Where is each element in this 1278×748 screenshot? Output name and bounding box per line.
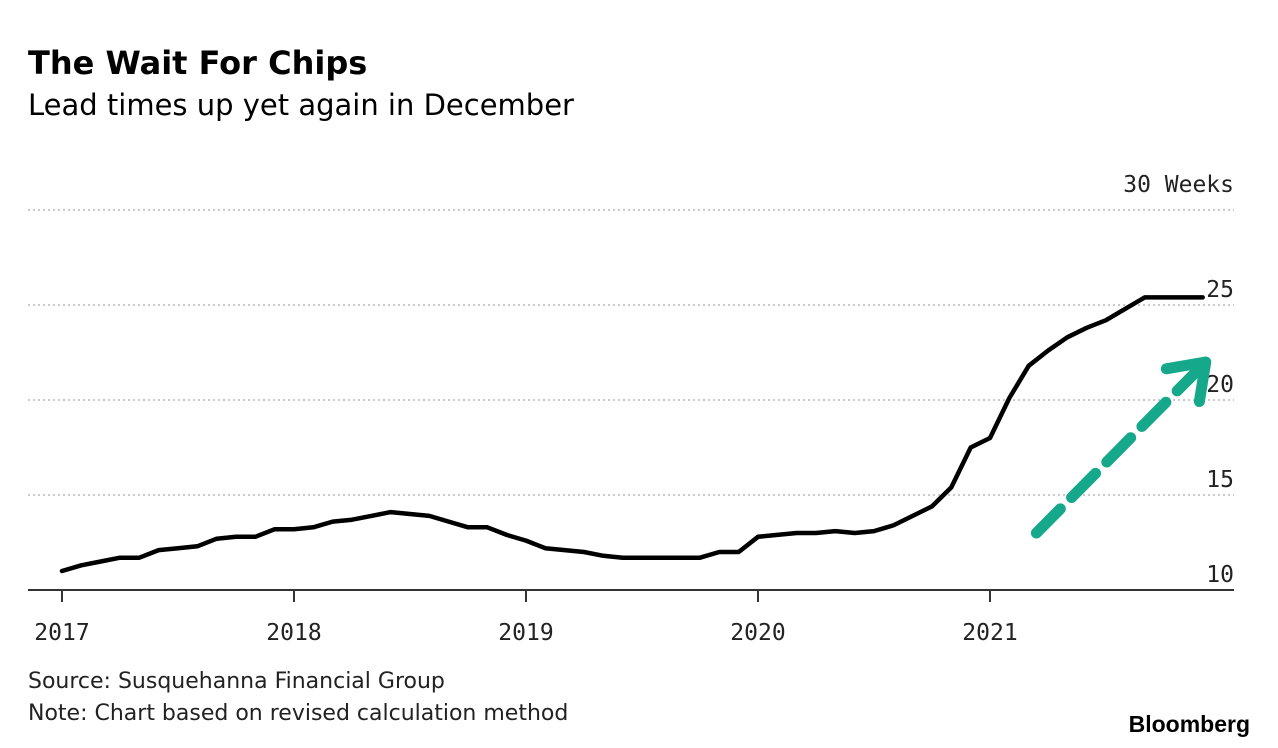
data-point [215, 537, 218, 540]
chart-title: The Wait For Chips [28, 44, 367, 82]
data-point [544, 547, 547, 549]
data-point [331, 520, 334, 523]
y-unit-label: 30 Weeks [1123, 172, 1234, 198]
data-point [389, 511, 392, 513]
data-point [989, 437, 991, 439]
trend-arrow-head-0 [1160, 356, 1212, 407]
data-point [370, 515, 373, 517]
data-point [602, 555, 605, 557]
data-point [873, 530, 875, 532]
data-point [1124, 308, 1127, 310]
data-point [273, 528, 276, 530]
data-point [505, 534, 508, 536]
series-group [59, 295, 1205, 574]
data-point [621, 556, 624, 559]
data-point [834, 530, 837, 532]
x-tick-label-2020: 2020 [730, 620, 785, 646]
data-point [776, 534, 779, 536]
data-point [1027, 365, 1030, 367]
data-point [757, 536, 759, 538]
data-point [1085, 327, 1088, 329]
bloomberg-logo: Bloomberg [1129, 711, 1250, 737]
x-tick-label-2018: 2018 [266, 620, 321, 646]
y-tick-label-25: 25 [1206, 277, 1234, 303]
x-tick-label-2019: 2019 [498, 620, 553, 646]
data-point [950, 486, 953, 489]
trend-arrow-shaft-0 [1030, 366, 1202, 539]
data-point [969, 446, 972, 449]
data-point [196, 545, 199, 548]
data-point [119, 556, 121, 559]
data-point [428, 515, 431, 517]
data-point [1047, 349, 1049, 352]
data-point [177, 547, 179, 549]
method-note: Note: Chart based on revised calculation… [28, 701, 568, 726]
data-point [1066, 336, 1069, 339]
y-axis-ticks: 10 15 20 25 [1206, 277, 1234, 588]
series-line-0 [59, 295, 1205, 574]
data-point [911, 515, 914, 517]
data-point [583, 551, 585, 553]
data-point [563, 549, 566, 551]
data-point [61, 570, 63, 572]
data-point [80, 564, 83, 567]
data-point [351, 518, 353, 521]
y-tick-label-15: 15 [1206, 467, 1234, 493]
data-point [99, 560, 102, 563]
data-point [1105, 319, 1107, 322]
data-point [447, 520, 450, 523]
y-tick-label-10: 10 [1206, 562, 1234, 588]
chart-subtitle: Lead times up yet again in December [28, 88, 574, 122]
data-point [293, 528, 295, 530]
data-point [138, 556, 141, 559]
data-point [699, 556, 701, 559]
data-point [660, 556, 663, 559]
data-point [853, 532, 856, 534]
data-point [1201, 296, 1204, 299]
data-point [795, 532, 798, 534]
data-point [1008, 397, 1011, 399]
x-tick-label-2017: 2017 [34, 620, 89, 646]
data-point [312, 526, 315, 529]
data-point [157, 549, 160, 551]
data-point [1163, 296, 1165, 299]
data-point [892, 524, 895, 527]
data-point [718, 551, 721, 553]
y-tick-label-20: 20 [1206, 372, 1234, 398]
data-point [737, 551, 740, 553]
grid-lines [28, 209, 1234, 496]
x-axis-ticks: 2017 2018 2019 2020 2021 [34, 590, 1018, 646]
data-point [641, 556, 643, 559]
data-point [235, 536, 237, 538]
data-point [679, 556, 682, 559]
data-point [525, 539, 527, 542]
data-point [931, 505, 933, 508]
source-note: Source: Susquehanna Financial Group [28, 669, 445, 694]
trend-arrow [1030, 356, 1212, 539]
data-point [815, 532, 817, 534]
data-point [254, 536, 257, 538]
x-tick-label-2021: 2021 [962, 620, 1017, 646]
data-point [409, 513, 411, 515]
data-point [486, 526, 489, 529]
data-point [1143, 296, 1146, 299]
data-point [1182, 296, 1185, 299]
data-point [467, 526, 469, 529]
